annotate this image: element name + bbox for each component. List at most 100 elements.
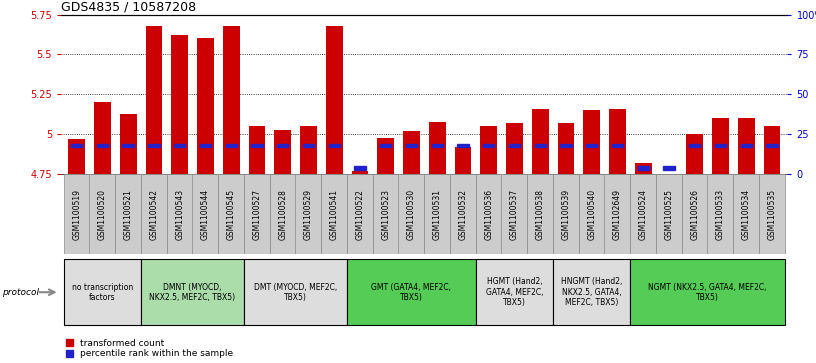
- Text: HNGMT (Hand2,
NKX2.5, GATA4,
MEF2C, TBX5): HNGMT (Hand2, NKX2.5, GATA4, MEF2C, TBX5…: [561, 277, 623, 307]
- Text: GSM1100531: GSM1100531: [432, 189, 441, 240]
- Bar: [377, 138, 394, 174]
- Text: GSM1100523: GSM1100523: [381, 189, 390, 240]
- FancyBboxPatch shape: [322, 174, 347, 254]
- FancyBboxPatch shape: [141, 259, 244, 325]
- Bar: [403, 131, 419, 174]
- FancyBboxPatch shape: [605, 174, 631, 254]
- Text: protocol: protocol: [2, 288, 39, 297]
- Text: HGMT (Hand2,
GATA4, MEF2C,
TBX5): HGMT (Hand2, GATA4, MEF2C, TBX5): [486, 277, 543, 307]
- Bar: [300, 126, 317, 174]
- Bar: [197, 38, 214, 174]
- Bar: [97, 144, 108, 147]
- FancyBboxPatch shape: [707, 174, 734, 254]
- Bar: [200, 144, 211, 147]
- Bar: [457, 144, 468, 147]
- Bar: [71, 144, 82, 147]
- Text: GSM1102649: GSM1102649: [613, 189, 622, 240]
- Bar: [120, 114, 136, 174]
- Bar: [455, 147, 472, 174]
- Text: no transcription
factors: no transcription factors: [72, 282, 133, 302]
- Bar: [583, 110, 600, 174]
- Bar: [429, 122, 446, 174]
- Text: GSM1100538: GSM1100538: [536, 189, 545, 240]
- Bar: [352, 171, 368, 174]
- Bar: [481, 126, 497, 174]
- FancyBboxPatch shape: [630, 174, 656, 254]
- Text: GSM1100533: GSM1100533: [716, 189, 725, 240]
- Bar: [663, 166, 675, 170]
- Text: GSM1100530: GSM1100530: [407, 189, 416, 240]
- FancyBboxPatch shape: [115, 174, 141, 254]
- Legend: transformed count, percentile rank within the sample: transformed count, percentile rank withi…: [66, 339, 233, 359]
- Bar: [766, 144, 778, 147]
- Text: GSM1100545: GSM1100545: [227, 189, 236, 240]
- FancyBboxPatch shape: [295, 174, 322, 254]
- FancyBboxPatch shape: [553, 174, 579, 254]
- Text: GSM1100537: GSM1100537: [510, 189, 519, 240]
- Text: GSM1100520: GSM1100520: [98, 189, 107, 240]
- FancyBboxPatch shape: [90, 174, 115, 254]
- Bar: [277, 144, 288, 147]
- FancyBboxPatch shape: [476, 259, 553, 325]
- Bar: [406, 144, 417, 147]
- Bar: [689, 144, 700, 147]
- Text: GSM1100521: GSM1100521: [124, 189, 133, 240]
- Text: DMNT (MYOCD,
NKX2.5, MEF2C, TBX5): DMNT (MYOCD, NKX2.5, MEF2C, TBX5): [149, 282, 236, 302]
- Text: GSM1100542: GSM1100542: [149, 189, 158, 240]
- Bar: [686, 134, 703, 174]
- FancyBboxPatch shape: [166, 174, 193, 254]
- FancyBboxPatch shape: [141, 174, 167, 254]
- Text: NGMT (NKX2.5, GATA4, MEF2C,
TBX5): NGMT (NKX2.5, GATA4, MEF2C, TBX5): [649, 282, 767, 302]
- Bar: [534, 144, 546, 147]
- Text: GSM1100544: GSM1100544: [201, 189, 210, 240]
- Text: GSM1100526: GSM1100526: [690, 189, 699, 240]
- FancyBboxPatch shape: [450, 174, 476, 254]
- Bar: [303, 144, 314, 147]
- Text: GSM1100541: GSM1100541: [330, 189, 339, 240]
- Bar: [586, 144, 597, 147]
- FancyBboxPatch shape: [681, 174, 707, 254]
- Bar: [251, 144, 263, 147]
- FancyBboxPatch shape: [553, 259, 631, 325]
- Bar: [145, 26, 162, 174]
- Bar: [171, 35, 188, 174]
- Text: GSM1100540: GSM1100540: [588, 189, 596, 240]
- FancyBboxPatch shape: [759, 174, 785, 254]
- Text: GSM1100527: GSM1100527: [252, 189, 261, 240]
- Text: GSM1100532: GSM1100532: [459, 189, 468, 240]
- FancyBboxPatch shape: [373, 174, 399, 254]
- FancyBboxPatch shape: [244, 259, 347, 325]
- Bar: [149, 144, 160, 147]
- Bar: [764, 126, 780, 174]
- Bar: [509, 144, 520, 147]
- FancyBboxPatch shape: [476, 174, 502, 254]
- Text: GMT (GATA4, MEF2C,
TBX5): GMT (GATA4, MEF2C, TBX5): [371, 282, 451, 302]
- Bar: [506, 123, 523, 174]
- FancyBboxPatch shape: [244, 174, 270, 254]
- Bar: [557, 123, 574, 174]
- FancyBboxPatch shape: [64, 174, 90, 254]
- Text: GSM1100536: GSM1100536: [484, 189, 493, 240]
- Bar: [741, 144, 752, 147]
- Bar: [122, 144, 134, 147]
- FancyBboxPatch shape: [269, 174, 295, 254]
- Text: GSM1100525: GSM1100525: [664, 189, 673, 240]
- Text: GSM1100528: GSM1100528: [278, 189, 287, 240]
- Text: GSM1100535: GSM1100535: [768, 189, 777, 240]
- Bar: [561, 144, 572, 147]
- Bar: [483, 144, 494, 147]
- Text: DMT (MYOCD, MEF2C,
TBX5): DMT (MYOCD, MEF2C, TBX5): [254, 282, 337, 302]
- Text: GDS4835 / 10587208: GDS4835 / 10587208: [61, 0, 197, 13]
- Bar: [532, 109, 548, 174]
- Bar: [223, 26, 240, 174]
- FancyBboxPatch shape: [656, 174, 682, 254]
- Bar: [738, 118, 755, 174]
- Text: GSM1100529: GSM1100529: [304, 189, 313, 240]
- Bar: [635, 163, 652, 174]
- Bar: [637, 166, 649, 170]
- FancyBboxPatch shape: [218, 174, 244, 254]
- Bar: [432, 144, 443, 147]
- Bar: [612, 144, 623, 147]
- Bar: [274, 130, 291, 174]
- FancyBboxPatch shape: [424, 174, 450, 254]
